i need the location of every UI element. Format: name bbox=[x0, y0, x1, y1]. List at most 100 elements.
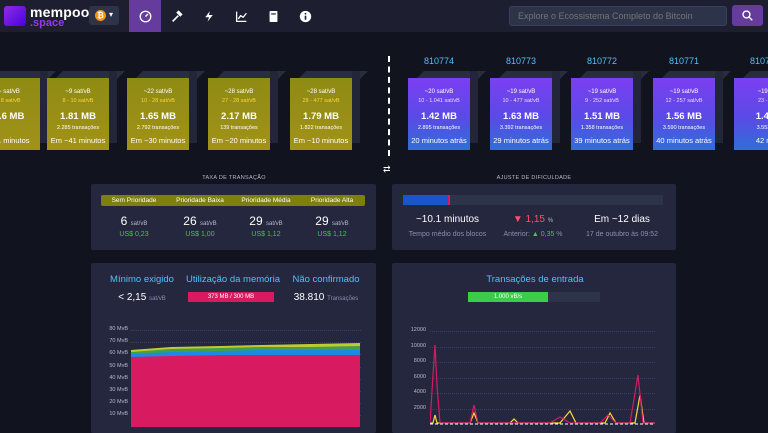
swap-arrows-icon[interactable]: ⇄ bbox=[383, 164, 391, 174]
block-median-fee: ~19 sat/vB bbox=[506, 89, 536, 95]
grid-line bbox=[430, 346, 655, 348]
dashboard-icon[interactable] bbox=[129, 0, 161, 32]
logo-subtext: .space bbox=[30, 17, 65, 29]
info-icon[interactable] bbox=[289, 0, 321, 32]
fee-value: 26 sat/vB bbox=[167, 214, 233, 228]
fee-usd: US$ 1,00 bbox=[185, 231, 215, 238]
difficulty-progress-track bbox=[403, 195, 663, 205]
mempool-layer-magenta bbox=[131, 355, 360, 427]
block-tx-count: 2.895 transações bbox=[417, 125, 461, 131]
mined-block[interactable]: ~19 sat/vB 12 - 257 sat/vB 1.56 MB 3.590… bbox=[653, 71, 731, 150]
avg-block-time-label: Tempo médio dos blocos bbox=[408, 231, 487, 238]
fee-rate: 29 bbox=[249, 214, 263, 228]
block-tx-count: 2.285 transações bbox=[56, 125, 100, 131]
logo-text: mempool bbox=[30, 4, 94, 20]
search-button[interactable] bbox=[732, 5, 763, 26]
block-median-fee: ~28 sat/vB bbox=[306, 89, 336, 95]
fee-unit: sat/vB bbox=[266, 221, 283, 227]
block-face bbox=[208, 78, 270, 150]
block-height-link[interactable]: 810770 bbox=[749, 56, 768, 66]
fee-value: 29 sat/vB bbox=[233, 214, 299, 228]
block-tx-count: 3.553 t bbox=[756, 125, 768, 131]
mempool-block[interactable]: ~28 sat/vB 28 - 477 sat/vB 1.79 MB 1.822… bbox=[290, 71, 368, 150]
chevron-down-icon: ▾ bbox=[109, 10, 114, 19]
network-selector[interactable]: ₿ ▾ bbox=[89, 6, 119, 25]
y-axis-tick: 2000 bbox=[413, 404, 426, 411]
mined-block[interactable]: ~20 sat/vB 10 - 1.041 sat/vB 1.42 MB 2.8… bbox=[408, 71, 486, 150]
block-side bbox=[109, 71, 117, 143]
previous-value: ▲ 0,35 bbox=[531, 231, 555, 238]
mempool-block[interactable]: ~9 sat/vB 8 - 10 sat/vB 1.81 MB 2.285 tr… bbox=[47, 71, 125, 150]
incoming-line-yellow bbox=[430, 394, 655, 424]
block-height-link[interactable]: 810773 bbox=[505, 56, 537, 66]
avg-block-time: ~10.1 minutos bbox=[415, 214, 480, 225]
fee-rate: 26 bbox=[183, 214, 197, 228]
fee-value: 6 sat/vB bbox=[101, 214, 167, 228]
min-fee-amount: < 2,15 bbox=[118, 292, 147, 303]
block-fee-range: 9 - 252 sat/vB bbox=[585, 98, 619, 104]
block-fee-range: 10 - 28 sat/vB bbox=[141, 98, 175, 104]
block-face bbox=[127, 78, 189, 150]
y-axis-tick: 20 MvB bbox=[109, 399, 128, 406]
block-height-link[interactable]: 810772 bbox=[586, 56, 618, 66]
y-axis-tick: 10000 bbox=[410, 342, 426, 349]
mined-block[interactable]: ~19 sat/vB 10 - 477 sat/vB 1.63 MB 3.392… bbox=[490, 71, 568, 150]
search-input[interactable] bbox=[509, 6, 727, 26]
fee-value: 29 sat/vB bbox=[299, 214, 365, 228]
block-size: 1.56 MB bbox=[666, 111, 702, 122]
block-fee-range: 23 - 1 bbox=[757, 98, 768, 104]
block-eta: Em ~20 minutos bbox=[211, 136, 267, 145]
block-size: 1.6 MB bbox=[0, 111, 25, 122]
mempool-block[interactable]: ~ sat/vB - 8 sat/vB 1.6 MB ~41 minutos bbox=[0, 71, 56, 150]
y-axis-tick: 8000 bbox=[413, 358, 426, 364]
memory-usage-bar: 373 MB / 300 MB bbox=[188, 292, 274, 302]
fee-usd: US$ 1,12 bbox=[317, 231, 347, 238]
bitcoin-icon: ₿ bbox=[95, 10, 106, 21]
block-side bbox=[552, 71, 560, 143]
block-tx-count: 139 transações bbox=[220, 125, 258, 131]
difficulty-progress-marker bbox=[448, 195, 450, 205]
block-fee-range: 12 - 257 sat/vB bbox=[665, 98, 703, 104]
block-fee-range: 28 - 477 sat/vB bbox=[302, 98, 340, 104]
block-side bbox=[40, 71, 48, 143]
min-fee-unit: sat/vB bbox=[149, 296, 166, 302]
block-median-fee: ~19 sat/vB bbox=[587, 89, 617, 95]
y-axis-tick: 40 MvB bbox=[109, 374, 128, 381]
block-median-fee: ~ sat/vB bbox=[0, 89, 20, 95]
block-tx-count: 3.392 transações bbox=[499, 125, 543, 131]
mempool-block[interactable]: ~28 sat/vB 27 - 28 sat/vB 2.17 MB 139 tr… bbox=[208, 71, 286, 150]
difficulty-change: ▼ 1,15 % bbox=[496, 214, 570, 225]
fee-rate: 6 bbox=[120, 214, 128, 228]
book-icon[interactable] bbox=[257, 0, 289, 32]
block-time-ago: 42 mi bbox=[755, 136, 768, 145]
block-height-link[interactable]: 810771 bbox=[668, 56, 700, 66]
y-axis-tick: 30 MvB bbox=[109, 387, 128, 393]
hammer-icon[interactable] bbox=[161, 0, 193, 32]
block-median-fee: ~28 sat/vB bbox=[224, 89, 254, 95]
grid-line bbox=[131, 330, 361, 331]
previous-difficulty-change: Anterior: ▲ 0,35 % bbox=[496, 231, 570, 238]
block-size: 1.49 bbox=[755, 111, 768, 122]
lightning-icon[interactable] bbox=[193, 0, 225, 32]
block-tx-count: 2.792 transações bbox=[136, 125, 180, 131]
block-size: 1.51 MB bbox=[584, 111, 620, 122]
block-time-ago: 39 minutos atrás bbox=[574, 136, 630, 145]
difficulty-progress-fill bbox=[403, 195, 448, 205]
block-side bbox=[189, 71, 197, 143]
block-fee-range: 8 - 10 sat/vB bbox=[62, 98, 94, 104]
mined-block[interactable]: ~19 s 23 - 1 1.49 3.553 t 42 mi bbox=[734, 71, 768, 150]
incoming-tx-panel bbox=[392, 263, 676, 433]
grid-line bbox=[430, 393, 655, 394]
y-axis-tick: 80 MvB bbox=[109, 326, 128, 332]
mempool-block[interactable]: ~22 sat/vB 10 - 28 sat/vB 1.65 MB 2.792 … bbox=[127, 71, 205, 150]
min-fee-label: Mínimo exigido bbox=[110, 274, 174, 285]
mempool-logo[interactable]: mempool .space bbox=[4, 4, 93, 29]
mined-block[interactable]: ~19 sat/vB 9 - 252 sat/vB 1.51 MB 1.358 … bbox=[571, 71, 649, 150]
incoming-tx-graph bbox=[430, 344, 655, 425]
block-height-link[interactable]: 810774 bbox=[423, 56, 455, 66]
fee-unit: sat/vB bbox=[200, 221, 217, 227]
fees-section-title: TAXA DE TRANSAÇÃO bbox=[202, 175, 266, 181]
chart-icon[interactable] bbox=[225, 0, 257, 32]
block-fee-range: 10 - 1.041 sat/vB bbox=[418, 98, 460, 104]
fee-usd: US$ 0,23 bbox=[119, 231, 149, 238]
